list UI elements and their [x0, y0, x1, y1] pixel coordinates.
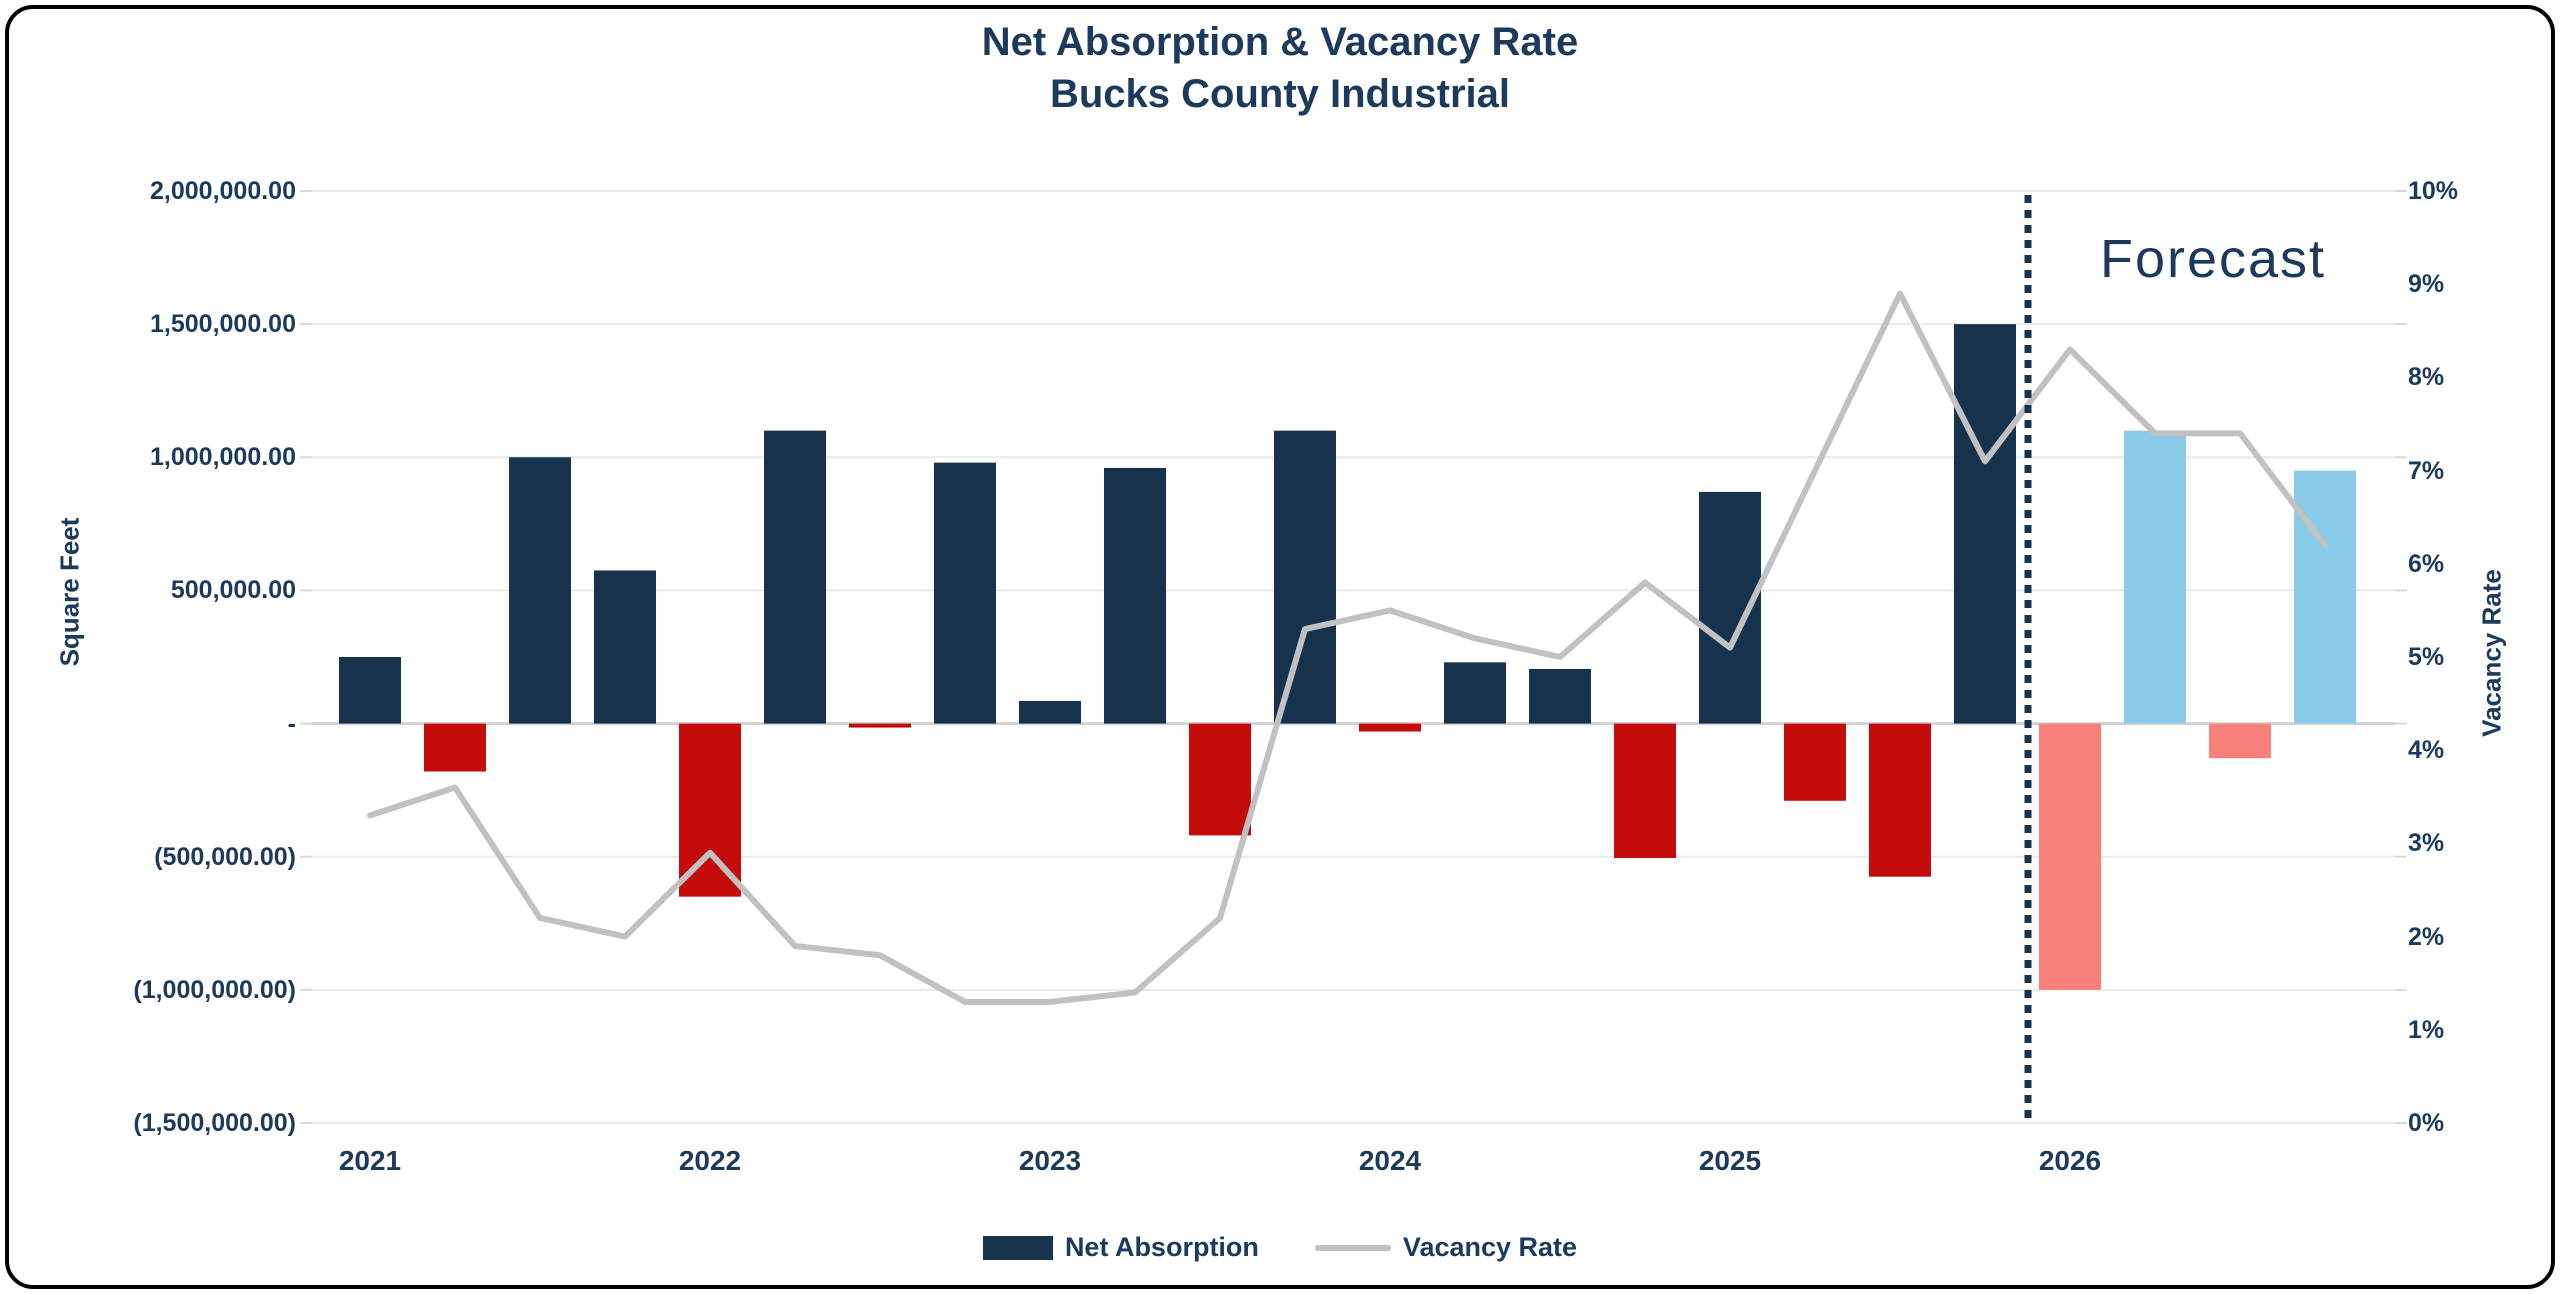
y-left-tick-label: (1,000,000.00)	[133, 975, 296, 1004]
y-left-tick-label: -	[287, 709, 296, 738]
bar-2023-Q3	[1189, 723, 1251, 836]
y-right-tick-label: 5%	[2408, 643, 2445, 671]
bar-2025-Q3	[1869, 723, 1931, 877]
legend-label: Vacancy Rate	[1402, 1232, 1578, 1262]
y-right-tick-label: 0%	[2408, 1109, 2445, 1137]
bar-2024-Q4	[1614, 723, 1676, 859]
y-right-tick-label: 7%	[2408, 456, 2445, 485]
bar-2026-Q2	[2124, 430, 2186, 724]
legend-label: Net Absorption	[1064, 1232, 1259, 1262]
vacancy-rate-line	[367, 290, 2328, 1005]
bar-2022-Q3	[849, 723, 911, 728]
y-left-tick-label: 500,000.00	[170, 576, 296, 605]
bar-2022-Q1	[679, 723, 741, 897]
x-axis-year-label: 2021	[338, 1145, 402, 1176]
x-axis-year-label: 2026	[2038, 1145, 2102, 1176]
bar-2024-Q2	[1444, 662, 1506, 724]
y-right-tick-label: 4%	[2408, 736, 2445, 765]
y-right-tick-label: 1%	[2408, 1015, 2445, 1044]
y-right-tick-label: 3%	[2408, 829, 2445, 858]
x-axis-year-label: 2025	[1698, 1145, 1762, 1176]
bar-2026-Q4	[2294, 470, 2356, 724]
chart-subtitle: Bucks County Industrial	[1049, 72, 1511, 116]
bar-2022-Q2	[764, 430, 826, 724]
bar-2021-Q4	[594, 570, 656, 724]
y-left-tick-label: 1,500,000.00	[150, 310, 296, 339]
bar-2025-Q4	[1954, 324, 2016, 724]
y-left-tick-label: 2,000,000.00	[150, 177, 296, 205]
y-right-tick-label: 9%	[2408, 270, 2445, 299]
bar-2024-Q1	[1359, 723, 1421, 732]
chart-legend: Net Absorption Vacancy Rate	[0, 1232, 2560, 1263]
x-axis-year-label: 2023	[1018, 1145, 1082, 1176]
bar-2023-Q2	[1104, 467, 1166, 724]
chart-title-block: Net Absorption & Vacancy Rate Bucks Coun…	[0, 16, 2560, 120]
bar-2023-Q1	[1019, 700, 1081, 724]
y-right-tick-label: 8%	[2408, 363, 2445, 392]
bar-2021-Q1	[339, 657, 401, 724]
left-axis-title: Square Feet	[54, 517, 85, 667]
y-left-tick-label: (1,500,000.00)	[133, 1109, 296, 1137]
bar-2025-Q2	[1784, 723, 1846, 801]
bar-2022-Q4	[934, 462, 996, 724]
vacancy-rate-swatch-icon	[1314, 1244, 1391, 1251]
y-right-tick-label: 2%	[2408, 922, 2445, 951]
bar-2021-Q3	[509, 457, 571, 724]
y-left-tick-label: 1,000,000.00	[150, 443, 296, 472]
bar-2024-Q3	[1529, 668, 1591, 724]
chart-title: Net Absorption & Vacancy Rate	[981, 20, 1579, 64]
legend-item-vacancy-rate: Vacancy Rate	[1314, 1232, 1578, 1263]
net-absorption-swatch-icon	[982, 1235, 1053, 1260]
right-axis-title: Vacancy Rate	[2476, 569, 2507, 737]
bar-2023-Q4	[1274, 430, 1336, 724]
x-axis-year-label: 2024	[1358, 1145, 1422, 1176]
bar-2026-Q1	[2039, 723, 2101, 990]
y-right-tick-label: 6%	[2408, 549, 2445, 578]
legend-item-net-absorption: Net Absorption	[982, 1232, 1259, 1263]
y-right-tick-label: 10%	[2408, 177, 2459, 205]
x-axis-year-label: 2022	[678, 1145, 742, 1176]
bar-2021-Q2	[424, 723, 486, 772]
y-left-tick-label: (500,000.00)	[154, 842, 296, 871]
forecast-annotation: Forecast	[2099, 229, 2327, 289]
bar-2026-Q3	[2209, 723, 2271, 759]
